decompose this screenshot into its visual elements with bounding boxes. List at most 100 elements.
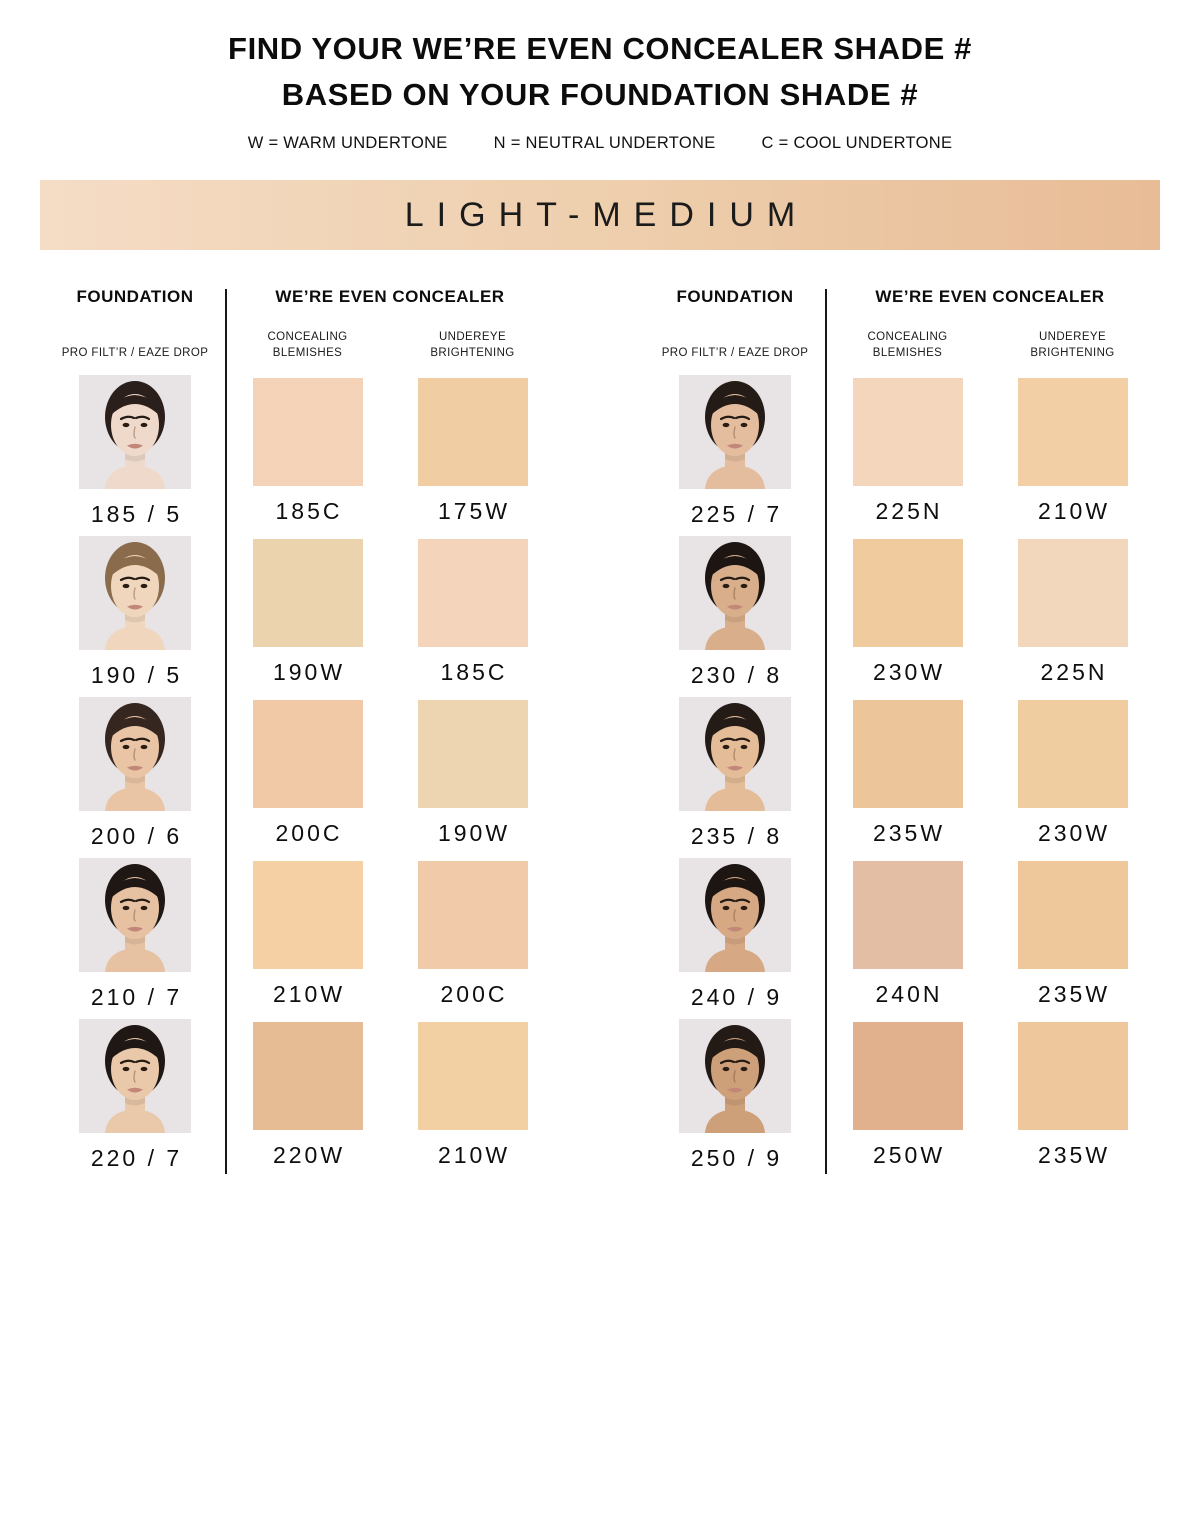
shade-match-chart: FOUNDATION WE’RE EVEN CONCEALER PRO FILT… — [0, 287, 1200, 1180]
legend-item-neutral: N = NEUTRAL UNDERTONE — [493, 134, 716, 152]
blemish-header-line2: BLEMISHES — [872, 347, 943, 360]
blemish-header-line1: CONCEALING — [267, 330, 348, 343]
foundation-header: FOUNDATION — [76, 287, 194, 306]
concealer-header: WE’RE EVEN CONCEALER — [275, 287, 505, 306]
undereye-cell: 235W — [990, 1019, 1155, 1180]
undereye-cell: 235W — [990, 858, 1155, 1019]
undereye-cell: 200C — [390, 858, 555, 1019]
concealer-swatch — [417, 861, 528, 969]
page-title: FIND YOUR WE’RE EVEN CONCEALER SHADE # B… — [0, 26, 1200, 118]
blemish-column-header: CONCEALING BLEMISHES — [225, 331, 390, 375]
blemish-cell: 235W — [825, 697, 990, 858]
concealer-shade-label: 225N — [875, 498, 943, 524]
shade-range-label: LIGHT-MEDIUM — [404, 195, 809, 234]
concealer-swatch — [852, 861, 963, 969]
column-divider — [225, 289, 227, 1174]
undereye-header-line1: UNDEREYE — [438, 330, 507, 343]
concealer-shade-label: 240N — [875, 981, 943, 1007]
concealer-swatch — [252, 378, 363, 486]
undereye-cell: 190W — [390, 697, 555, 858]
blemish-cell: 225N — [825, 375, 990, 536]
concealer-swatch — [252, 700, 363, 808]
concealer-swatch — [1017, 700, 1128, 808]
page-title-line1: FIND YOUR WE’RE EVEN CONCEALER SHADE # — [228, 31, 972, 66]
concealer-shade-label: 235W — [872, 820, 946, 846]
model-photo — [79, 375, 191, 489]
foundation-header: FOUNDATION — [676, 287, 794, 306]
model-photo — [79, 697, 191, 811]
concealer-shade-label: 175W — [437, 498, 511, 524]
concealer-shade-label: 210W — [272, 981, 346, 1007]
foundation-shade-label: 250 / 9 — [690, 1145, 783, 1171]
model-photo — [679, 1019, 791, 1133]
concealer-shade-label: 220W — [272, 1142, 346, 1168]
foundation-shade-label: 210 / 7 — [90, 984, 183, 1010]
undereye-header-line2: BRIGHTENING — [1030, 347, 1115, 360]
concealer-shade-label: 230W — [1037, 820, 1111, 846]
concealer-shade-label: 250W — [872, 1142, 946, 1168]
foundation-cell: 225 / 7 — [645, 375, 825, 536]
foundation-shade-label: 185 / 5 — [90, 501, 183, 527]
concealer-swatch — [1017, 861, 1128, 969]
foundation-cell: 240 / 9 — [645, 858, 825, 1019]
undereye-cell: 210W — [390, 1019, 555, 1180]
undereye-cell: 225N — [990, 536, 1155, 697]
model-photo — [679, 858, 791, 972]
foundation-shade-label: 235 / 8 — [690, 823, 783, 849]
foundation-cell: 210 / 7 — [45, 858, 225, 1019]
concealer-swatch — [852, 1022, 963, 1130]
undereye-column-header: UNDEREYE BRIGHTENING — [990, 331, 1155, 375]
concealer-swatch — [417, 539, 528, 647]
foundation-shade-label: 220 / 7 — [90, 1145, 183, 1171]
foundation-subheader: PRO FILT’R / EAZE DROP — [645, 333, 825, 375]
blemish-cell: 250W — [825, 1019, 990, 1180]
page-title-line2: BASED ON YOUR FOUNDATION SHADE # — [281, 77, 919, 112]
concealer-shade-label: 225N — [1040, 659, 1108, 685]
blemish-column-header: CONCEALING BLEMISHES — [825, 331, 990, 375]
concealer-shade-label: 185C — [275, 498, 343, 524]
blemish-cell: 185C — [225, 375, 390, 536]
foundation-shade-label: 225 / 7 — [690, 501, 783, 527]
undereye-cell: 185C — [390, 536, 555, 697]
concealer-shade-label: 185C — [440, 659, 508, 685]
blemish-cell: 230W — [825, 536, 990, 697]
foundation-cell: 250 / 9 — [645, 1019, 825, 1180]
foundation-cell: 230 / 8 — [645, 536, 825, 697]
undereye-cell: 210W — [990, 375, 1155, 536]
blemish-cell: 200C — [225, 697, 390, 858]
model-photo — [679, 536, 791, 650]
undereye-cell: 175W — [390, 375, 555, 536]
blemish-cell: 220W — [225, 1019, 390, 1180]
foundation-subheader-text: PRO FILT’R / EAZE DROP — [661, 347, 809, 360]
shade-group-right: FOUNDATION WE’RE EVEN CONCEALER PRO FILT… — [645, 287, 1155, 1180]
foundation-cell: 190 / 5 — [45, 536, 225, 697]
concealer-swatch — [1017, 1022, 1128, 1130]
blemish-header-line2: BLEMISHES — [272, 347, 343, 360]
concealer-swatch — [1017, 539, 1128, 647]
concealer-swatch — [417, 700, 528, 808]
foundation-subheader-text: PRO FILT’R / EAZE DROP — [61, 347, 209, 360]
model-photo — [79, 536, 191, 650]
concealer-shade-label: 200C — [440, 981, 508, 1007]
model-photo — [79, 1019, 191, 1133]
undereye-cell: 230W — [990, 697, 1155, 858]
concealer-shade-label: 190W — [437, 820, 511, 846]
column-divider — [825, 289, 827, 1174]
model-photo — [679, 697, 791, 811]
concealer-swatch — [417, 378, 528, 486]
concealer-shade-label: 230W — [872, 659, 946, 685]
foundation-shade-label: 230 / 8 — [690, 662, 783, 688]
concealer-swatch — [252, 539, 363, 647]
concealer-shade-label: 200C — [275, 820, 343, 846]
blemish-cell: 210W — [225, 858, 390, 1019]
undereye-header-line1: UNDEREYE — [1038, 330, 1107, 343]
foundation-cell: 185 / 5 — [45, 375, 225, 536]
blemish-cell: 240N — [825, 858, 990, 1019]
blemish-cell: 190W — [225, 536, 390, 697]
concealer-swatch — [252, 861, 363, 969]
foundation-shade-label: 200 / 6 — [90, 823, 183, 849]
foundation-cell: 220 / 7 — [45, 1019, 225, 1180]
foundation-cell: 200 / 6 — [45, 697, 225, 858]
concealer-shade-label: 235W — [1037, 1142, 1111, 1168]
concealer-swatch — [1017, 378, 1128, 486]
